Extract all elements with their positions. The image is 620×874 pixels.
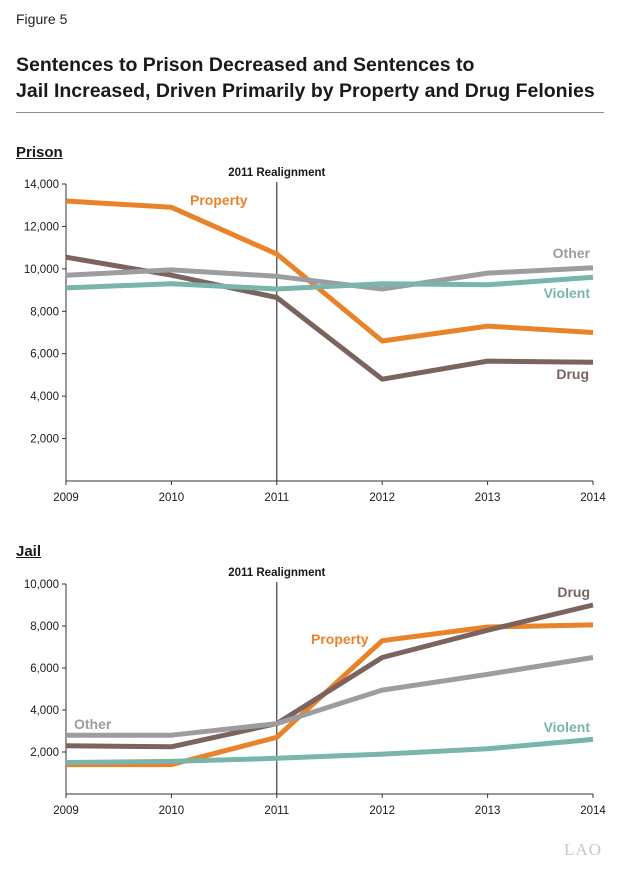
- jail-y-tick-label: 4,000: [30, 705, 59, 717]
- prison-y-tick-label: 2,000: [30, 434, 59, 446]
- jail-x-tick-label: 2011: [264, 805, 289, 817]
- prison-y-tick-label: 10,000: [24, 264, 59, 276]
- prison-other-label: Other: [553, 245, 591, 261]
- prison-x-tick-label: 2012: [369, 492, 395, 504]
- jail-violent-label: Violent: [544, 719, 591, 735]
- jail-x-tick-label: 2009: [53, 805, 79, 817]
- jail-chart: 2,000 4,000 6,000 8,000 10,000 2009 2010 2011 20…: [24, 567, 607, 817]
- prison-x-tick-label: 2010: [159, 492, 185, 504]
- title-divider: [16, 112, 604, 113]
- figure-label: Figure 5: [16, 11, 68, 27]
- figure-title-line-2: Jail Increased, Driven Primarily by Prop…: [16, 80, 595, 102]
- jail-y-tick-label: 2,000: [30, 747, 59, 759]
- jail-other-line: [66, 655, 594, 738]
- prison-property-label: Property: [190, 192, 248, 208]
- figure-title: Sentences to Prison Decreased and Senten…: [16, 52, 612, 104]
- prison-y-tick-label: 4,000: [30, 391, 59, 403]
- prison-chart: 2,000 4,000 6,000 8,000 10,000 12,000 14,000 20…: [24, 167, 607, 504]
- prison-panel-title: Prison: [16, 144, 63, 161]
- jail-property-label: Property: [311, 631, 369, 647]
- jail-y-tick-label: 6,000: [30, 663, 59, 675]
- prison-violent-label: Violent: [544, 285, 591, 301]
- prison-x-tick-label: 2014: [580, 492, 606, 504]
- jail-other-label: Other: [74, 716, 112, 732]
- jail-x-tick-label: 2010: [159, 805, 185, 817]
- prison-y-tick-label: 8,000: [30, 306, 59, 318]
- jail-x-tick-label: 2014: [580, 805, 606, 817]
- prison-violent-line: [65, 274, 594, 292]
- jail-violent-line: [65, 736, 594, 765]
- prison-drug-label: Drug: [556, 366, 589, 382]
- prison-y-tick-label: 14,000: [24, 179, 59, 191]
- lao-logo: LAO: [564, 840, 602, 859]
- figure-title-line-1: Sentences to Prison Decreased and Senten…: [16, 54, 475, 76]
- jail-x-tick-label: 2013: [475, 805, 501, 817]
- jail-drug-label: Drug: [557, 584, 590, 600]
- jail-x-tick-label: 2012: [369, 805, 395, 817]
- jail-y-tick-label: 8,000: [30, 621, 59, 633]
- prison-other-line: [65, 265, 594, 292]
- prison-x-tick-label: 2011: [264, 492, 289, 504]
- prison-x-tick-label: 2009: [53, 492, 79, 504]
- jail-y-tick-label: 10,000: [24, 579, 59, 591]
- prison-x-tick-label: 2013: [475, 492, 501, 504]
- jail-realignment-label: 2011 Realignment: [228, 567, 325, 579]
- prison-y-tick-label: 12,000: [24, 221, 59, 233]
- jail-panel-title: Jail: [16, 543, 42, 560]
- prison-drug-line: [65, 254, 594, 382]
- prison-y-tick-label: 6,000: [30, 349, 59, 361]
- prison-property-line: [65, 198, 594, 344]
- jail-drug-line: [65, 602, 594, 750]
- prison-realignment-label: 2011 Realignment: [228, 167, 325, 179]
